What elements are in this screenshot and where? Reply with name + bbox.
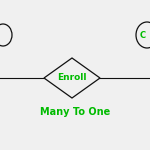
- Text: C: C: [140, 30, 146, 39]
- Ellipse shape: [136, 22, 150, 48]
- Text: Enroll: Enroll: [57, 74, 87, 82]
- Polygon shape: [44, 58, 100, 98]
- Text: Many To One: Many To One: [40, 107, 110, 117]
- Ellipse shape: [0, 24, 12, 46]
